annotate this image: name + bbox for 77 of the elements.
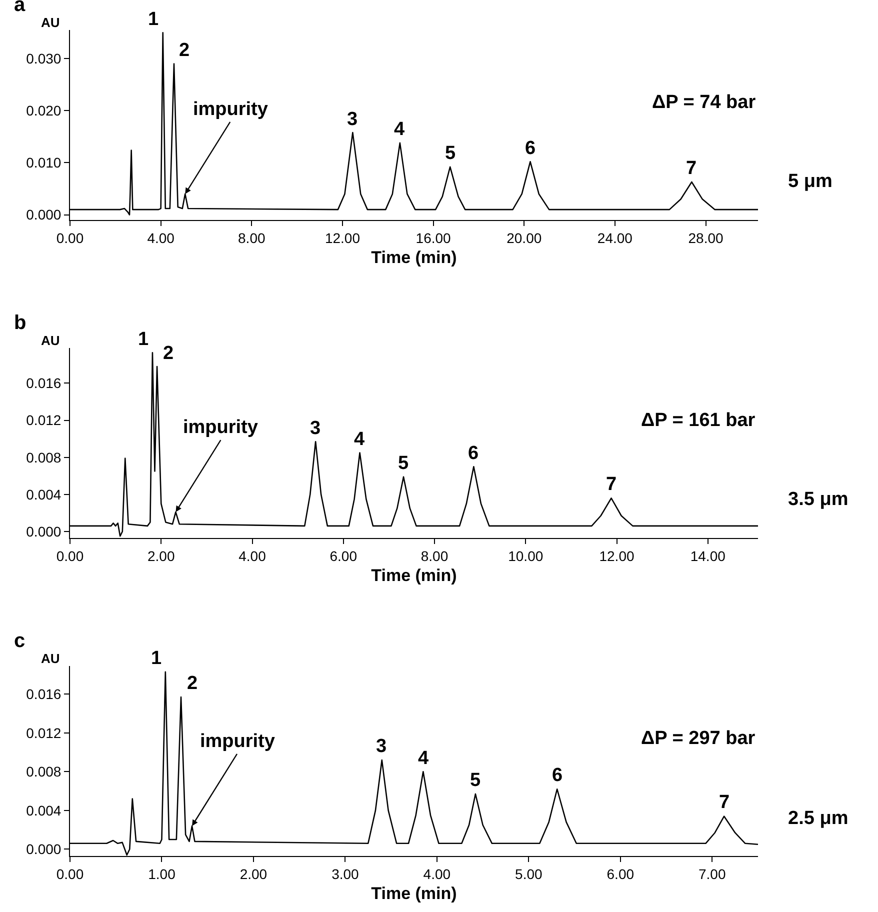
y-tick-label: 0.016 — [26, 375, 62, 392]
x-tick-label: 2.00 — [148, 548, 175, 564]
annotation: 1 — [151, 648, 162, 669]
x-tick-label: 4.00 — [238, 548, 266, 564]
x-tick-label: 8.00 — [238, 230, 266, 246]
y-axis-title: AU — [41, 651, 60, 666]
annotation: impurity — [193, 99, 268, 120]
annotation: 4 — [418, 748, 429, 769]
x-tick-label: 8.00 — [420, 548, 448, 564]
x-tick-label: 10.00 — [508, 548, 544, 564]
annotation: 2 — [179, 40, 190, 61]
y-tick-label: 0.000 — [26, 523, 62, 540]
x-axis-title: Time (min) — [371, 884, 457, 904]
annotation: 3 — [376, 736, 387, 757]
y-tick-label: 0.000 — [26, 841, 62, 858]
y-tick-label: 0.020 — [26, 102, 62, 119]
x-tick-label: 7.00 — [698, 866, 726, 882]
y-tick-label: 0.008 — [26, 764, 62, 780]
annotation: 6 — [525, 138, 536, 159]
x-axis-title: Time (min) — [371, 566, 457, 586]
annotation: 2 — [163, 343, 174, 364]
annotation: 4 — [394, 119, 405, 140]
x-tick-label: 1.00 — [148, 866, 176, 882]
chart-title: a — [14, 0, 26, 16]
x-tick-label: 4.00 — [147, 230, 175, 246]
annotation: ΔP = 74 bar — [652, 92, 756, 113]
x-tick-label: 6.00 — [330, 548, 358, 564]
y-axis-title: AU — [41, 15, 60, 30]
y-tick-label: 0.016 — [26, 686, 62, 702]
annotation: 2 — [187, 673, 198, 694]
annotation: 7 — [606, 474, 617, 495]
annotation: 7 — [686, 158, 697, 179]
annotation: 5 — [470, 770, 481, 791]
annotation: 6 — [552, 765, 563, 786]
annotation: 4 — [354, 429, 365, 450]
text: 3.5 μm — [788, 489, 848, 510]
annotation: ΔP = 297 bar — [641, 728, 756, 749]
annotation: 6 — [468, 443, 479, 464]
text: 5 μm — [788, 171, 832, 192]
x-tick-label: 16.00 — [416, 230, 452, 246]
y-tick-label: 0.008 — [26, 449, 62, 466]
chart-title: c — [14, 630, 26, 652]
x-tick-label: 12.00 — [324, 230, 360, 246]
x-tick-label: 0.00 — [56, 548, 84, 564]
annotation: 5 — [398, 453, 409, 474]
y-tick-label: 0.012 — [26, 412, 62, 428]
annotation: 3 — [310, 418, 321, 439]
x-tick-label: 5.00 — [515, 866, 543, 882]
y-tick-label: 0.030 — [26, 50, 62, 67]
y-tick-label: 0.004 — [26, 802, 62, 818]
annotation: 1 — [148, 9, 159, 30]
annotation: 1 — [138, 329, 149, 350]
y-tick-label: 0.000 — [26, 206, 62, 223]
y-tick-label: 0.004 — [26, 486, 62, 502]
annotation: impurity — [183, 417, 258, 438]
x-tick-label: 14.00 — [690, 548, 726, 564]
x-tick-label: 6.00 — [606, 866, 634, 882]
text: 2.5 μm — [788, 808, 848, 829]
x-tick-label: 20.00 — [506, 230, 542, 246]
x-tick-label: 3.00 — [332, 866, 360, 882]
x-tick-label: 12.00 — [599, 548, 634, 564]
x-tick-label: 28.00 — [688, 230, 724, 246]
x-tick-label: 24.00 — [597, 230, 633, 246]
chart-title: b — [14, 312, 26, 334]
annotation: 7 — [719, 792, 730, 813]
y-tick-label: 0.010 — [26, 154, 62, 171]
annotation: 3 — [347, 109, 358, 130]
x-axis-title: Time (min) — [371, 248, 457, 268]
y-axis-title: AU — [41, 333, 60, 348]
x-tick-label: 0.00 — [56, 866, 84, 882]
x-tick-label: 0.00 — [56, 230, 84, 246]
x-tick-label: 4.00 — [423, 866, 451, 882]
annotation: impurity — [200, 731, 276, 752]
y-tick-label: 0.012 — [26, 724, 62, 741]
annotation: 5 — [445, 143, 456, 164]
annotation: ΔP = 161 bar — [641, 410, 756, 431]
x-tick-label: 2.00 — [240, 866, 268, 882]
